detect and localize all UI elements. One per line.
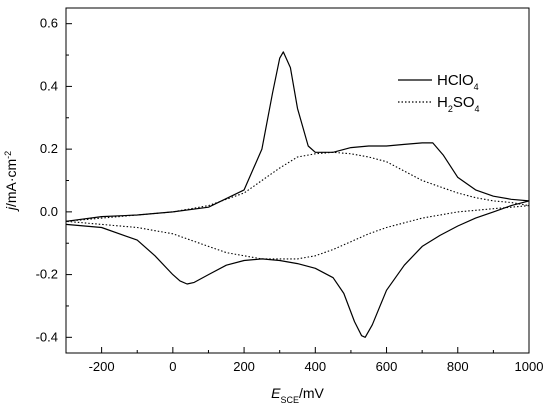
y-axis-superscript: -2 bbox=[3, 151, 13, 159]
series-line-hclo4 bbox=[65, 51, 530, 338]
y-tick-label: 0.4 bbox=[40, 78, 58, 93]
x-axis-subscript: SCE bbox=[280, 395, 299, 405]
legend-label-part: 4 bbox=[474, 82, 479, 92]
y-tick-label: -0.2 bbox=[36, 267, 58, 282]
x-tick-label: 800 bbox=[447, 359, 469, 374]
y-tick-label: 0.6 bbox=[40, 16, 58, 31]
x-tick-label: 200 bbox=[233, 359, 255, 374]
legend-label-h2so4: H2SO4 bbox=[437, 94, 480, 114]
legend-label-hclo4: HClO4 bbox=[437, 72, 479, 92]
x-axis-title: ESCE/mV bbox=[271, 385, 324, 405]
x-tick-label: 1000 bbox=[515, 359, 544, 374]
legend-label-part: 2 bbox=[448, 104, 453, 114]
legend-label-part: 4 bbox=[475, 104, 480, 114]
x-tick-label: 0 bbox=[169, 359, 176, 374]
y-axis-unit: /mA·cm bbox=[3, 159, 19, 207]
series-line-h2so4 bbox=[65, 151, 530, 260]
y-tick-label: -0.4 bbox=[36, 329, 58, 344]
x-tick-label: 400 bbox=[304, 359, 326, 374]
legend-label-part: SO bbox=[453, 94, 475, 111]
x-tick-label: 600 bbox=[376, 359, 398, 374]
y-tick-label: 0.2 bbox=[40, 141, 58, 156]
x-tick-label: -200 bbox=[89, 359, 115, 374]
x-axis-symbol: E bbox=[271, 385, 281, 401]
y-tick-label: 0.0 bbox=[40, 204, 58, 219]
plot-frame bbox=[65, 7, 530, 354]
legend-label-part: H bbox=[437, 94, 448, 111]
y-axis-symbol: j bbox=[3, 206, 19, 212]
y-axis-title: j/mA·cm-2 bbox=[3, 151, 19, 212]
legend-label-part: HClO bbox=[437, 72, 474, 89]
x-axis-unit: /mV bbox=[299, 385, 325, 401]
